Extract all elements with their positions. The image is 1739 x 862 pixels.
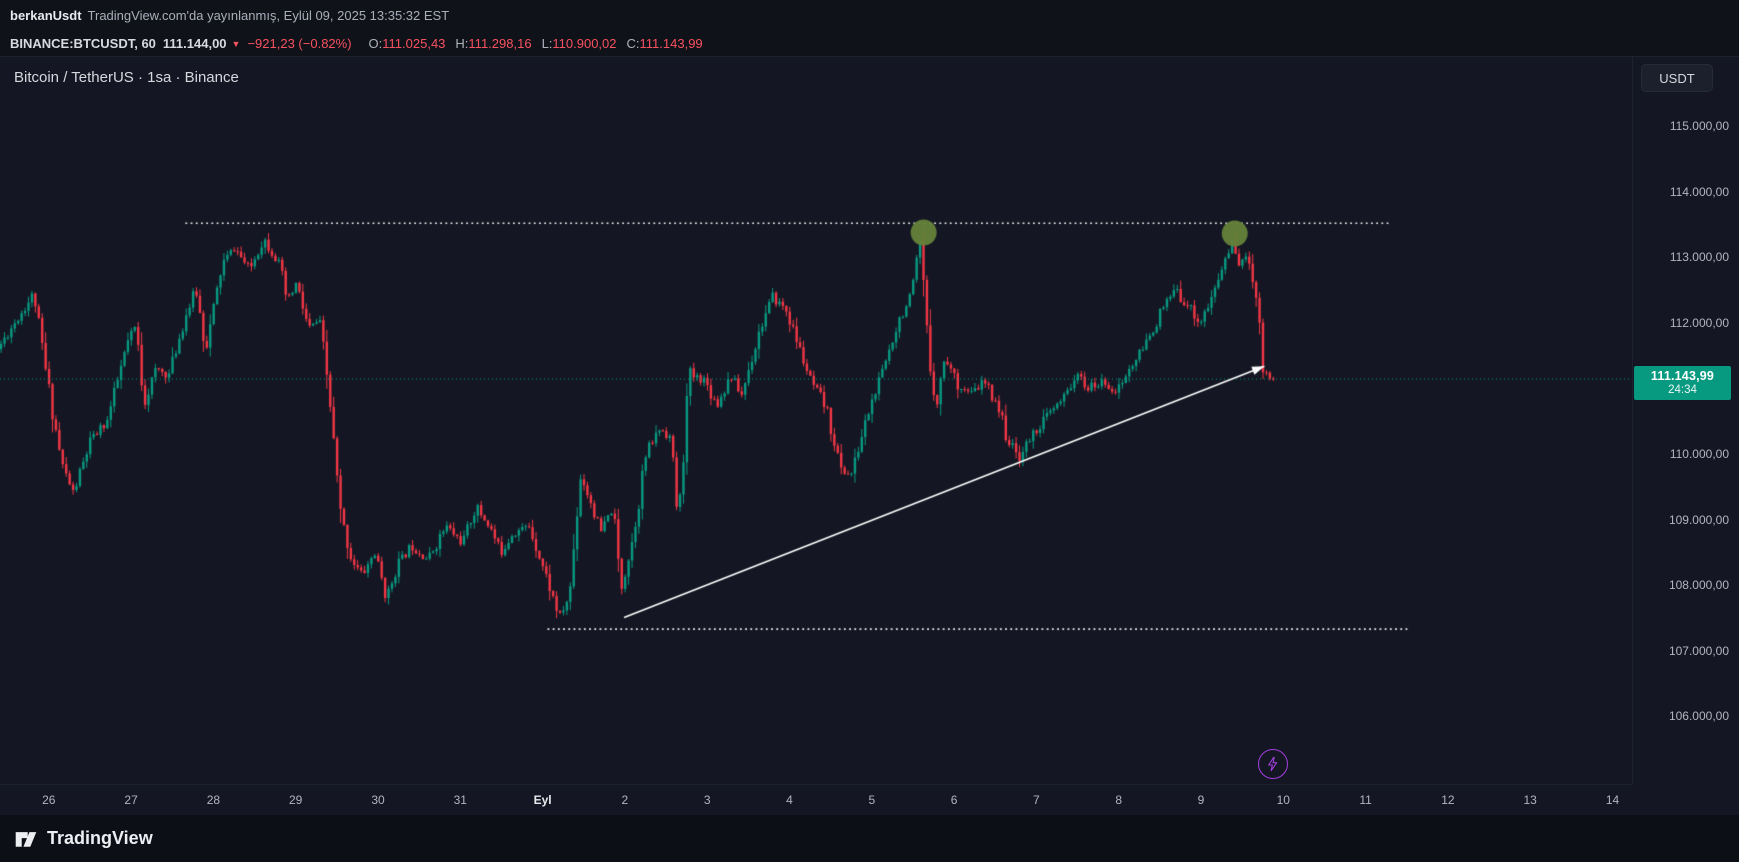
tradingview-logo-icon: [15, 831, 37, 847]
chart-pane: Bitcoin / TetherUS · 1sa · Binance USDT …: [0, 56, 1739, 817]
price-change: −921,23 (−0.82%): [247, 35, 352, 51]
price-down-arrow-icon: ▼: [231, 39, 241, 49]
idea-flash-button[interactable]: [1258, 749, 1288, 779]
time-axis-label: 26: [42, 793, 56, 807]
price-axis-label: 108.000,00: [1668, 578, 1729, 593]
last-price: 111.144,00: [162, 35, 227, 51]
time-axis-label: 27: [124, 793, 138, 807]
footer-bar: TradingView: [0, 815, 1739, 862]
ohlc-value: 111.298,16: [468, 35, 532, 51]
price-axis-label: 109.000,00: [1668, 512, 1729, 527]
symbol-name[interactable]: BINANCE:BTCUSDT, 60: [10, 35, 156, 51]
ohlc-values: O: 111.025,43 H: 111.298,16 L: 110.900,02 C: 11…: [359, 36, 703, 51]
time-axis-label: 11: [1359, 793, 1372, 807]
time-axis-label: 10: [1276, 793, 1290, 807]
author-username-link[interactable]: berkanUsdt: [10, 7, 82, 23]
current-price-value: 111.143,99: [1650, 369, 1715, 384]
time-axis-label: 8: [1115, 793, 1123, 807]
current-price-label: 111.143,99 24:34: [1634, 366, 1731, 401]
time-axis-label: 5: [868, 793, 876, 807]
attribution-bar: berkanUsdt TradingView.com'da yayınlanmı…: [0, 0, 1739, 30]
currency-toggle-button[interactable]: USDT: [1641, 64, 1713, 92]
time-axis-label: 28: [206, 793, 221, 807]
ohlc-label: L:: [541, 35, 553, 51]
symbol-info-bar: BINANCE:BTCUSDT, 60 111.144,00 ▼ −921,23…: [0, 30, 1739, 56]
time-axis-label: 14: [1605, 793, 1620, 807]
time-axis[interactable]: 26 27 28 29 30 31 Eyl 2 3 4 5 6 7 8 9 10 11 12 13 14: [0, 784, 1632, 817]
ohlc-value: 110.900,02: [552, 35, 617, 51]
time-axis-label: 9: [1197, 793, 1205, 807]
time-axis-label: 4: [786, 793, 793, 807]
tradingview-brand-text: TradingView: [47, 828, 153, 848]
time-axis-label: 29: [289, 793, 303, 807]
time-axis-label: 12: [1441, 793, 1455, 807]
bar-countdown: 24:34: [1668, 384, 1697, 397]
time-axis-label: 3: [703, 793, 711, 807]
lightning-icon: [1268, 756, 1278, 772]
ohlc-label: C:: [626, 35, 640, 51]
chart-title: Bitcoin / TetherUS · 1sa · Binance: [14, 69, 239, 86]
time-axis-label: 6: [950, 793, 958, 807]
time-axis-label: 7: [1033, 793, 1040, 807]
ohlc-value: 111.025,43: [382, 35, 446, 51]
time-axis-label: 30: [371, 793, 385, 807]
price-axis-label: 110.000,00: [1669, 447, 1729, 462]
ohlc-label: H:: [455, 35, 469, 51]
time-axis-label: 13: [1523, 793, 1537, 807]
candlestick-chart-canvas[interactable]: [0, 57, 1632, 816]
time-axis-label: Eyl: [533, 793, 552, 807]
ohlc-label: O:: [368, 35, 383, 51]
price-axis-label: 114.000,00: [1669, 184, 1729, 199]
attribution-text: TradingView.com'da yayınlanmış, Eylül 09…: [87, 7, 450, 23]
price-axis-label: 106.000,00: [1668, 709, 1729, 724]
tradingview-logo[interactable]: TradingView: [14, 827, 153, 851]
time-axis-label: 2: [621, 793, 629, 807]
price-axis-label: 112.000,00: [1669, 315, 1729, 330]
ohlc-value: 111.143,99: [639, 35, 703, 51]
price-axis[interactable]: USDT 111.143,99 24:34 115.000,00 114.000,…: [1632, 57, 1739, 784]
price-axis-label: 113.000,00: [1669, 250, 1729, 265]
price-axis-label: 115.000,00: [1669, 119, 1729, 134]
time-axis-label: 31: [453, 793, 467, 807]
price-axis-label: 107.000,00: [1668, 643, 1729, 658]
